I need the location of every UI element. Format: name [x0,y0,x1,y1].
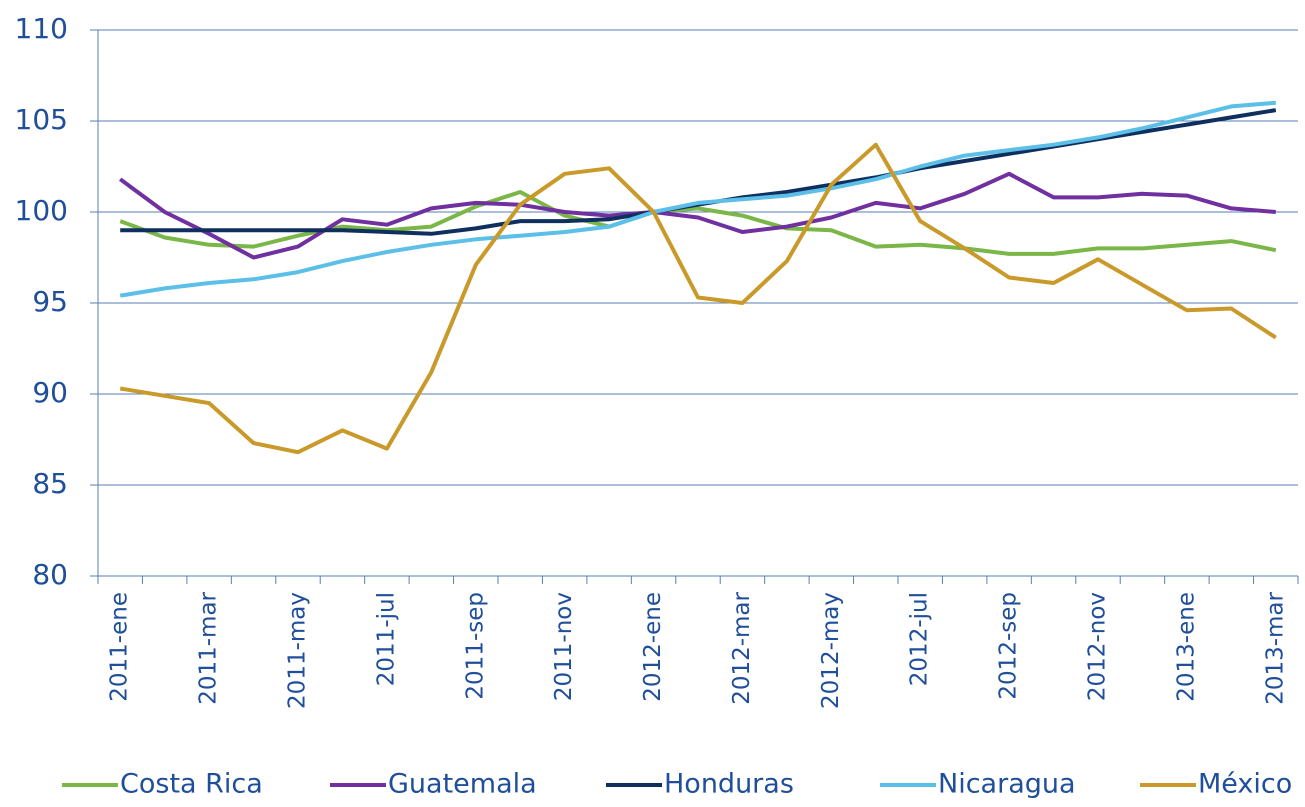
x-tick-label: 2012-ene [640,592,666,702]
x-tick-label: 2013-ene [1173,592,1199,702]
x-tick-label: 2012-jul [907,592,933,686]
y-tick-label: 110 [15,12,68,45]
x-tick-label: 2011-jul [373,592,399,686]
x-tick-label: 2013-mar [1262,591,1288,704]
legend-label: Nicaragua [938,769,1076,800]
y-tick-label: 95 [32,285,68,318]
y-tick-label: 100 [15,194,68,227]
series-line [119,190,1277,256]
legend-label: Honduras [664,769,794,800]
legend-label: Costa Rica [120,769,263,800]
x-tick-label: 2011-mar [196,591,222,704]
y-tick-label: 90 [32,376,68,409]
x-tick-label: 2011-sep [462,592,488,700]
y-tick-label: 105 [15,103,68,136]
legend-label: Guatemala [388,769,537,800]
y-tick-label: 80 [32,558,68,591]
x-tick-label: 2011-ene [107,592,133,702]
series-line [120,108,1277,236]
x-tick-label: 2011-nov [551,592,577,701]
x-tick-label: 2012-sep [996,592,1022,700]
legend-label: México [1198,769,1292,800]
x-tick-label: 2012-nov [1085,592,1111,701]
series-line [119,100,1276,298]
series-line [119,142,1277,455]
y-tick-label: 85 [32,467,68,500]
x-tick-label: 2012-mar [729,591,755,704]
series-line [119,171,1276,260]
x-tick-label: 2012-may [818,592,844,709]
x-tick-label: 2011-may [285,592,311,709]
